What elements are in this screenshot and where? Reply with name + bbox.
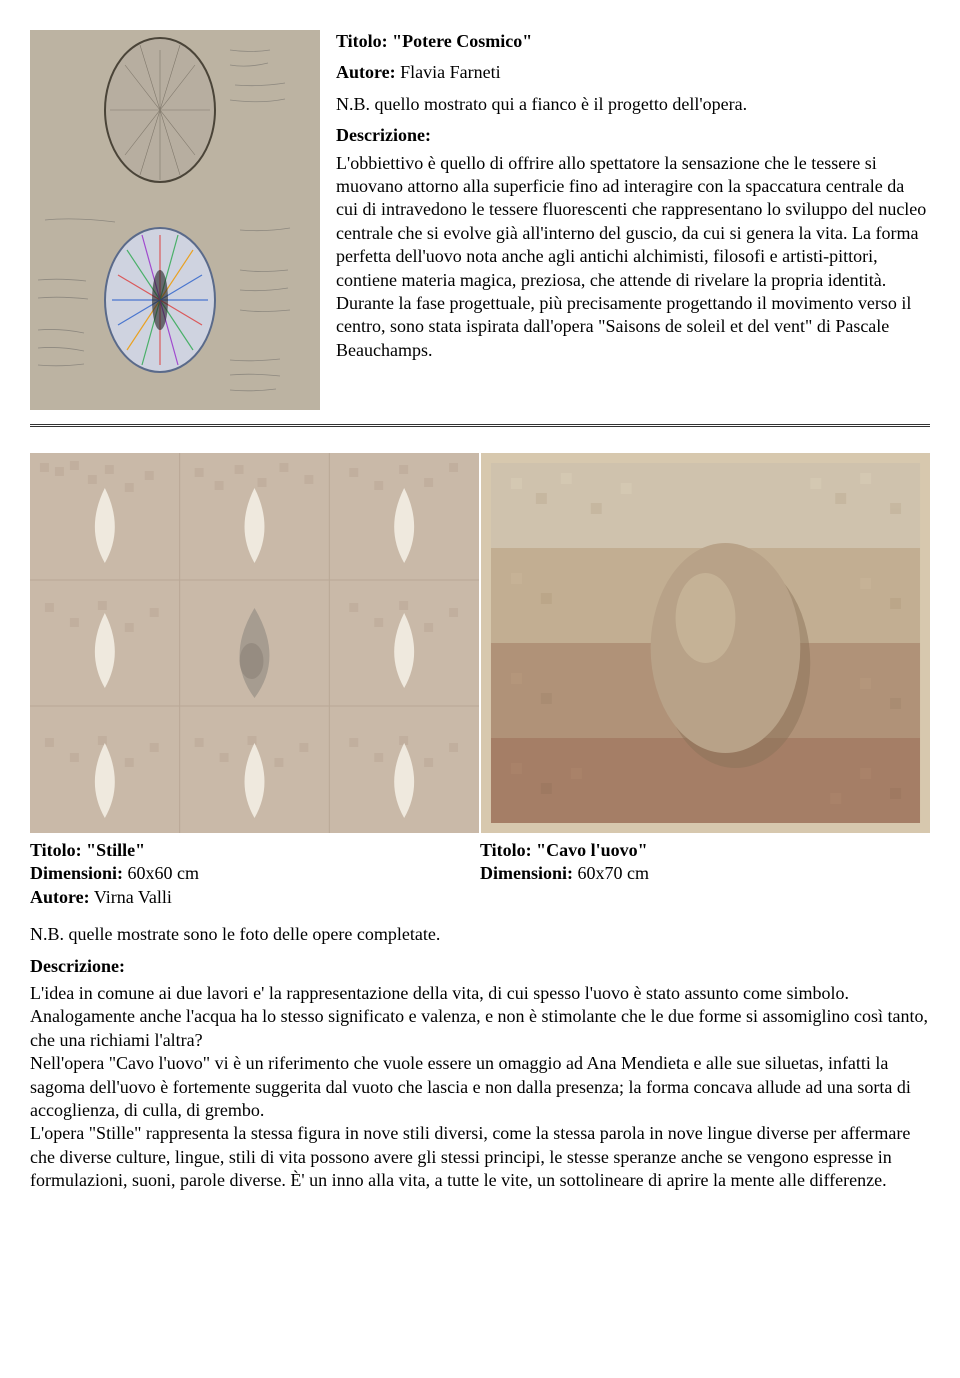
section2-desc-p3: L'opera "Stille" rappresenta la stessa f…: [30, 1122, 930, 1192]
artwork-1-text: Titolo: "Potere Cosmico" Autore: Flavia …: [336, 30, 930, 410]
section2-desc-p1: L'idea in comune ai due lavori e' la rap…: [30, 982, 930, 1052]
title-value: "Stille": [86, 840, 145, 860]
mosaic-image-row: [30, 453, 930, 833]
cavo-dim-line: Dimensioni: 60x70 cm: [480, 862, 930, 885]
title-label: Titolo:: [30, 840, 82, 860]
artwork-1-desc-text: L'obbiettivo è quello di offrire allo sp…: [336, 152, 930, 363]
title-label: Titolo:: [480, 840, 532, 860]
sketch-image: [30, 30, 320, 410]
section2-nb: N.B. quelle mostrate sono le foto delle …: [30, 923, 930, 946]
artwork-1-desc-label: Descrizione:: [336, 124, 930, 147]
author-label: Autore:: [336, 62, 396, 82]
author-value: Virna Valli: [94, 887, 172, 907]
dim-value: 60x60 cm: [128, 863, 200, 883]
caption-right: Titolo: "Cavo l'uovo" Dimensioni: 60x70 …: [480, 839, 930, 909]
dim-label: Dimensioni:: [30, 863, 123, 883]
section2-desc-label: Descrizione:: [30, 955, 930, 978]
artwork-1-nb: N.B. quello mostrato qui a fianco è il p…: [336, 93, 930, 116]
artwork-entry-1: Titolo: "Potere Cosmico" Autore: Flavia …: [30, 30, 930, 410]
stille-author-line: Autore: Virna Valli: [30, 886, 480, 909]
mosaic-image-cavo: [481, 453, 930, 833]
author-label: Autore:: [30, 887, 90, 907]
author-value: Flavia Farneti: [400, 62, 500, 82]
stille-title-line: Titolo: "Stille": [30, 839, 480, 862]
title-value: "Cavo l'uovo": [536, 840, 648, 860]
caption-left: Titolo: "Stille" Dimensioni: 60x60 cm Au…: [30, 839, 480, 909]
artwork-1-title-line: Titolo: "Potere Cosmico": [336, 30, 930, 53]
dim-value: 60x70 cm: [578, 863, 650, 883]
cavo-title-line: Titolo: "Cavo l'uovo": [480, 839, 930, 862]
stille-dim-line: Dimensioni: 60x60 cm: [30, 862, 480, 885]
title-value: "Potere Cosmico": [392, 31, 532, 51]
artwork-1-author-line: Autore: Flavia Farneti: [336, 61, 930, 84]
caption-row: Titolo: "Stille" Dimensioni: 60x60 cm Au…: [30, 839, 930, 909]
section2-desc-p2: Nell'opera "Cavo l'uovo" vi è un riferim…: [30, 1052, 930, 1122]
title-label: Titolo:: [336, 31, 388, 51]
mosaic-image-stille: [30, 453, 479, 833]
dim-label: Dimensioni:: [480, 863, 573, 883]
section-divider: [30, 424, 930, 427]
